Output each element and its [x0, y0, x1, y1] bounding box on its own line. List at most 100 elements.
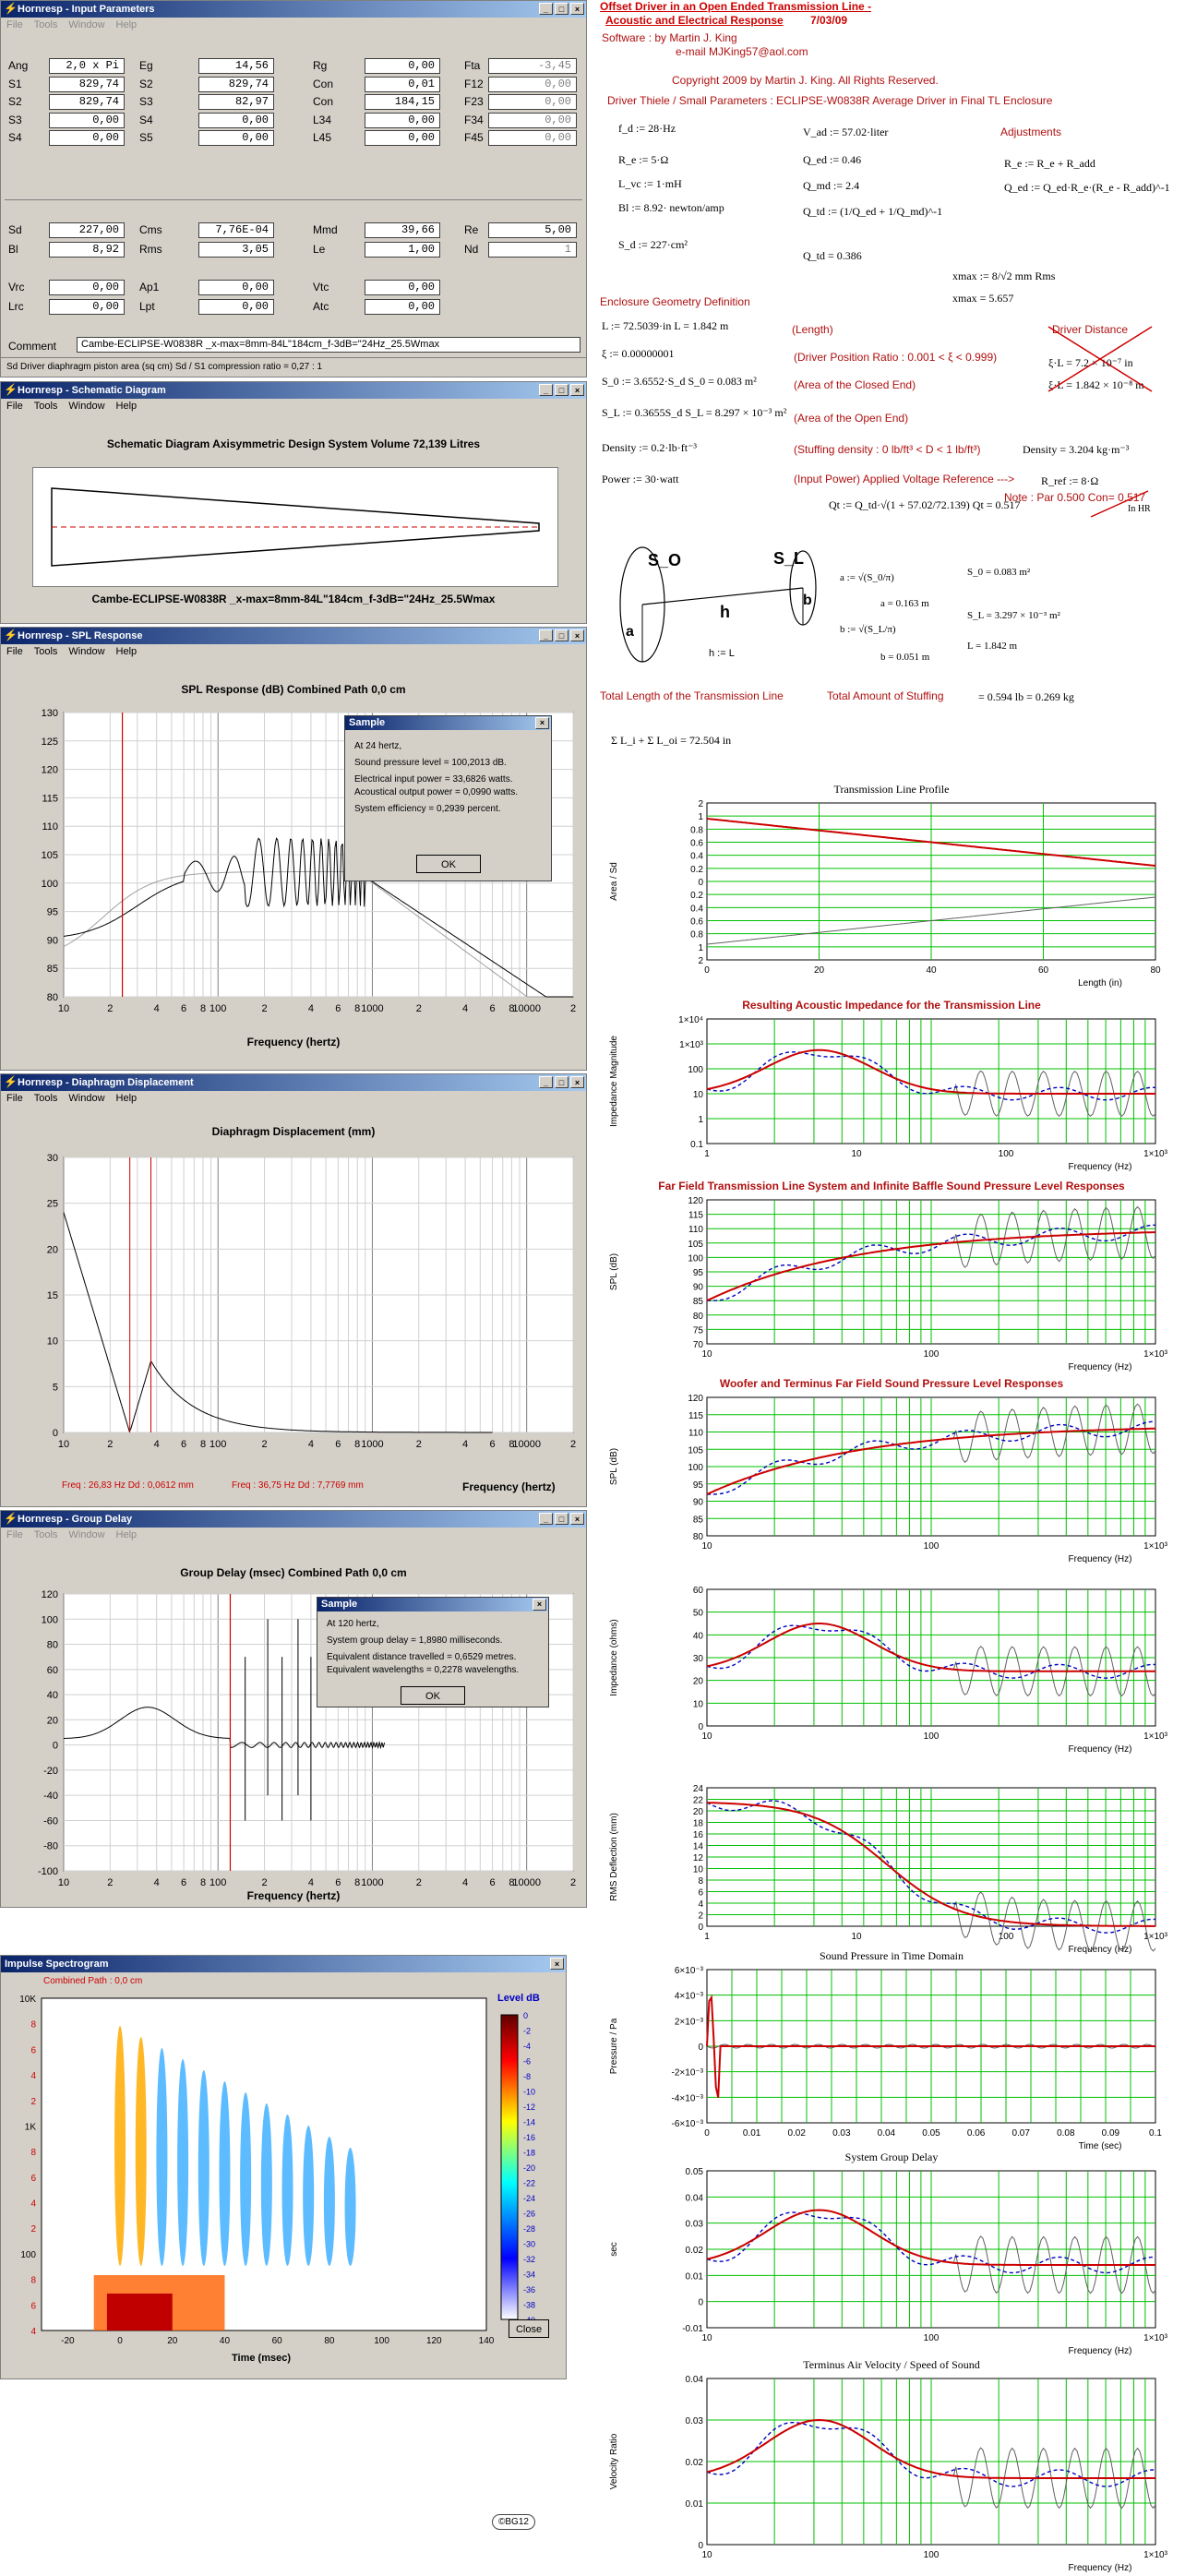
param-field[interactable]: 8,92 [49, 242, 125, 258]
close-button[interactable]: × [570, 1513, 584, 1525]
param-field[interactable]: 0,00 [365, 280, 440, 295]
close-button[interactable]: × [570, 1076, 584, 1088]
minimize-button[interactable]: _ [539, 384, 553, 396]
param-field[interactable]: 14,56 [198, 58, 274, 74]
resonance-streak [281, 2115, 293, 2266]
driver-param: Q_ed := 0.46 [803, 153, 862, 166]
total-length-title: Total Length of the Transmission Line [600, 689, 784, 702]
close-button[interactable]: × [570, 3, 584, 15]
dialog-close-button[interactable]: × [535, 717, 549, 729]
maximize-button[interactable]: □ [555, 1513, 569, 1525]
close-button[interactable]: × [570, 384, 584, 396]
group-delay-titlebar[interactable]: ⚡ Hornresp - Group Delay _ □ × [1, 1511, 586, 1528]
menu-item-tools[interactable]: Tools [33, 401, 58, 412]
y-tick-label: 6 [30, 2174, 36, 2184]
param-field[interactable]: 0,00 [488, 112, 577, 128]
mathcad-plot-8[interactable]: 0.04 0.03 0.02 0.01 010 100 1×10³ Velocity Rati… [598, 2373, 1185, 2576]
menu-item-help[interactable]: Help [115, 19, 138, 30]
menu-item-file[interactable]: File [6, 1529, 23, 1540]
param-field[interactable]: 0,00 [49, 130, 125, 146]
param-field[interactable]: 7,76E-04 [198, 222, 274, 238]
param-field[interactable]: 0,00 [365, 112, 440, 128]
menu-item-window[interactable]: Window [68, 19, 105, 30]
comment-field[interactable]: Cambe-ECLIPSE-W0838R _x-max=8mm-84L"184c… [77, 337, 581, 353]
input-parameters-titlebar[interactable]: ⚡ Hornresp - Input Parameters _ □ × [1, 1, 586, 18]
param-field[interactable]: 0,00 [198, 299, 274, 315]
minimize-button[interactable]: _ [539, 629, 553, 641]
param-field[interactable]: 1,00 [365, 242, 440, 258]
ok-button[interactable]: OK [416, 855, 481, 873]
param-field[interactable]: 39,66 [365, 222, 440, 238]
param-field[interactable]: -3,45 [488, 58, 577, 74]
menu-item-tools[interactable]: Tools [33, 1529, 58, 1540]
param-field[interactable]: 82,97 [198, 94, 274, 110]
spectrogram-titlebar[interactable]: Impulse Spectrogram × [1, 1956, 566, 1972]
maximize-button[interactable]: □ [555, 384, 569, 396]
param-field[interactable]: 0,00 [365, 299, 440, 315]
displacement-titlebar[interactable]: ⚡ Hornresp - Diaphragm Displacement _ □ × [1, 1074, 586, 1091]
menu-item-window[interactable]: Window [68, 646, 105, 657]
menu-item-file[interactable]: File [6, 1093, 23, 1104]
param-field[interactable]: 0,00 [488, 130, 577, 146]
param-field[interactable]: 829,74 [198, 76, 274, 92]
menu-item-tools[interactable]: Tools [33, 1093, 58, 1104]
param-field[interactable]: 0,00 [198, 112, 274, 128]
param-field[interactable]: 1 [488, 242, 577, 258]
minimize-button[interactable]: _ [539, 1513, 553, 1525]
menu-item-file[interactable]: File [6, 646, 23, 657]
param-field[interactable]: 0,00 [49, 280, 125, 295]
param-field[interactable]: 2,0 x Pi [49, 58, 125, 74]
param-field[interactable]: 5,00 [488, 222, 577, 238]
schematic-titlebar[interactable]: ⚡ Hornresp - Schematic Diagram _ □ × [1, 382, 586, 399]
param-field[interactable]: 227,00 [49, 222, 125, 238]
param-field[interactable]: 0,00 [488, 76, 577, 92]
menu-item-tools[interactable]: Tools [33, 646, 58, 657]
minimize-button[interactable]: _ [539, 3, 553, 15]
close-button[interactable]: × [570, 629, 584, 641]
param-field[interactable]: 3,05 [198, 242, 274, 258]
param-field[interactable]: 0,00 [198, 130, 274, 146]
menu-item-window[interactable]: Window [68, 1093, 105, 1104]
menu-item-tools[interactable]: Tools [33, 19, 58, 30]
menu-item-window[interactable]: Window [68, 1529, 105, 1540]
mathcad-plot-6[interactable]: 6×10⁻³ 4×10⁻³ 2×10⁻³ 0 -2×10⁻³ -4×10⁻³ -6×10⁻³… [598, 1964, 1185, 2154]
menu-item-help[interactable]: Help [115, 1093, 138, 1104]
param-field[interactable]: 0,00 [365, 130, 440, 146]
param-field[interactable]: 0,01 [365, 76, 440, 92]
geometry-note: (Area of the Open End) [794, 412, 909, 425]
dialog-close-button[interactable]: × [533, 1599, 546, 1611]
param-field[interactable]: 829,74 [49, 76, 125, 92]
y-tick-label: 8 [30, 2148, 36, 2158]
y-tick-label: 10 [693, 1699, 704, 1709]
param-field[interactable]: 0,00 [198, 280, 274, 295]
minimize-button[interactable]: _ [539, 1076, 553, 1088]
ok-button[interactable]: OK [401, 1686, 465, 1705]
menu-item-window[interactable]: Window [68, 401, 105, 412]
maximize-button[interactable]: □ [555, 3, 569, 15]
menu-item-file[interactable]: File [6, 401, 23, 412]
menu-item-file[interactable]: File [6, 19, 23, 30]
param-field[interactable]: 184,15 [365, 94, 440, 110]
close-button[interactable]: × [550, 1958, 564, 1970]
maximize-button[interactable]: □ [555, 1076, 569, 1088]
menu-item-help[interactable]: Help [115, 401, 138, 412]
close-dialog-button[interactable]: Close [509, 2319, 549, 2338]
maximize-button[interactable]: □ [555, 629, 569, 641]
menu-item-help[interactable]: Help [115, 646, 138, 657]
menu-item-help[interactable]: Help [115, 1529, 138, 1540]
param-field[interactable]: 829,74 [49, 94, 125, 110]
spl-titlebar[interactable]: ⚡ Hornresp - SPL Response _ □ × [1, 628, 586, 644]
param-field[interactable]: 0,00 [49, 112, 125, 128]
param-field[interactable]: 0,00 [49, 299, 125, 315]
param-field[interactable]: 0,00 [488, 94, 577, 110]
param-field[interactable]: 0,00 [365, 58, 440, 74]
